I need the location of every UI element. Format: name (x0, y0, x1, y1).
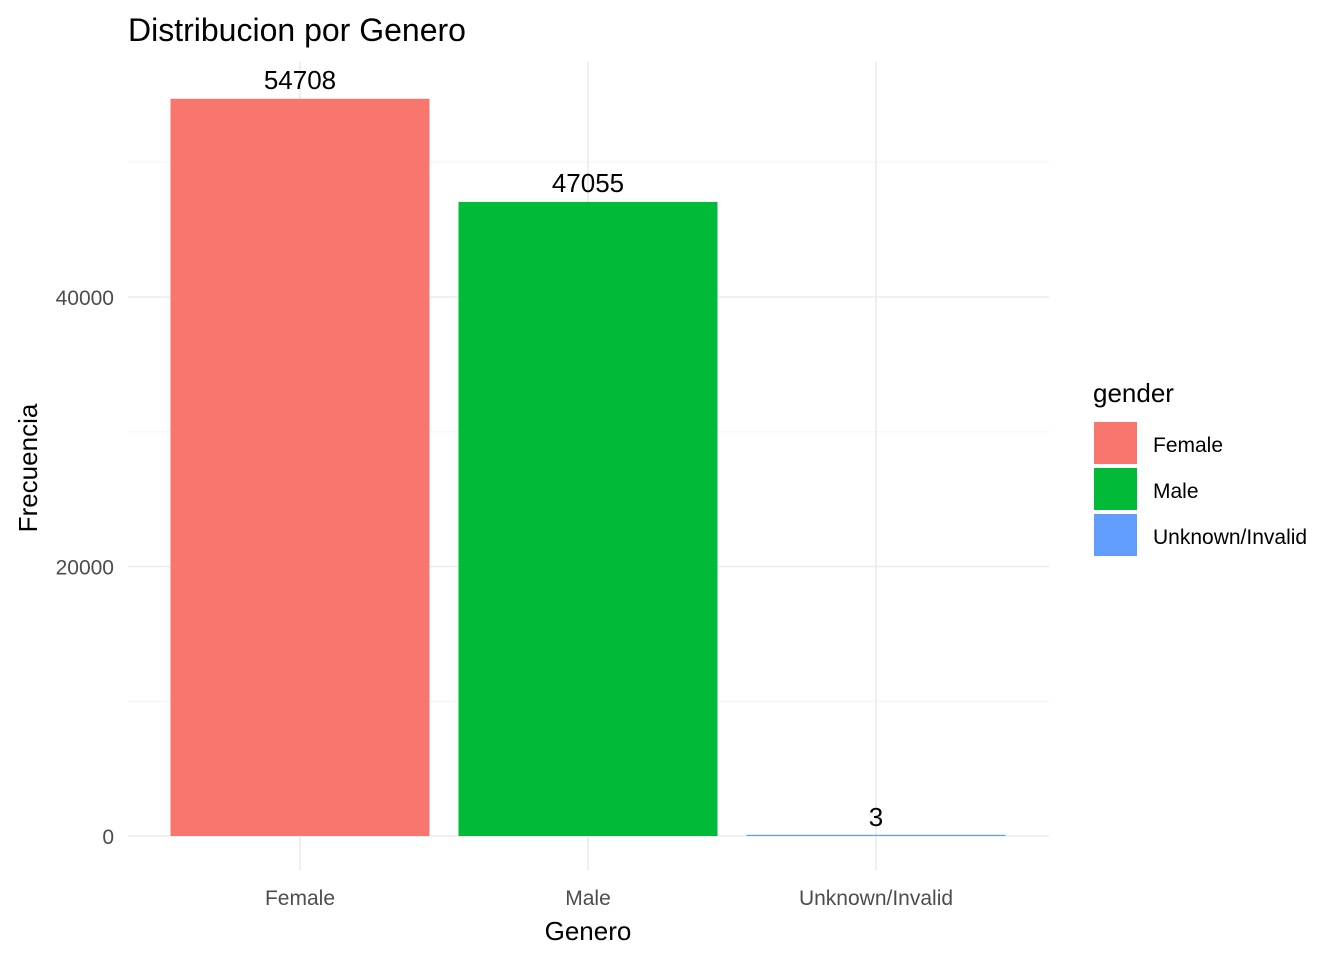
legend-key (1094, 468, 1137, 510)
legend-title: gender (1093, 378, 1174, 408)
y-tick-label: 0 (102, 826, 114, 849)
x-tick-label: Female (265, 887, 335, 910)
x-axis-title: Genero (545, 916, 632, 946)
bars (170, 98, 1006, 837)
y-axis-ticks: 0 20000 40000 (56, 287, 114, 849)
x-axis-ticks: Female Male Unknown/Invalid (265, 887, 953, 910)
legend-label: Male (1153, 480, 1199, 503)
bar-unknown-invalid (746, 834, 1006, 836)
bar-female (170, 98, 430, 837)
data-label: 3 (869, 802, 883, 832)
bar-male (458, 201, 718, 837)
data-labels: 54708 47055 3 (264, 65, 883, 832)
y-axis-title: Frecuencia (13, 403, 43, 532)
legend-label: Unknown/Invalid (1153, 526, 1307, 549)
y-tick-label: 40000 (56, 287, 114, 310)
x-tick-label: Male (565, 887, 611, 910)
data-label: 54708 (264, 65, 336, 95)
legend-label: Female (1153, 434, 1223, 457)
legend-key (1094, 514, 1137, 556)
chart-title: Distribucion por Genero (128, 12, 466, 48)
data-label: 47055 (552, 168, 624, 198)
y-tick-label: 20000 (56, 557, 114, 580)
x-tick-label: Unknown/Invalid (799, 887, 953, 910)
legend-key (1094, 422, 1137, 464)
legend: gender Female Male Unknown/Invalid (1093, 378, 1307, 556)
